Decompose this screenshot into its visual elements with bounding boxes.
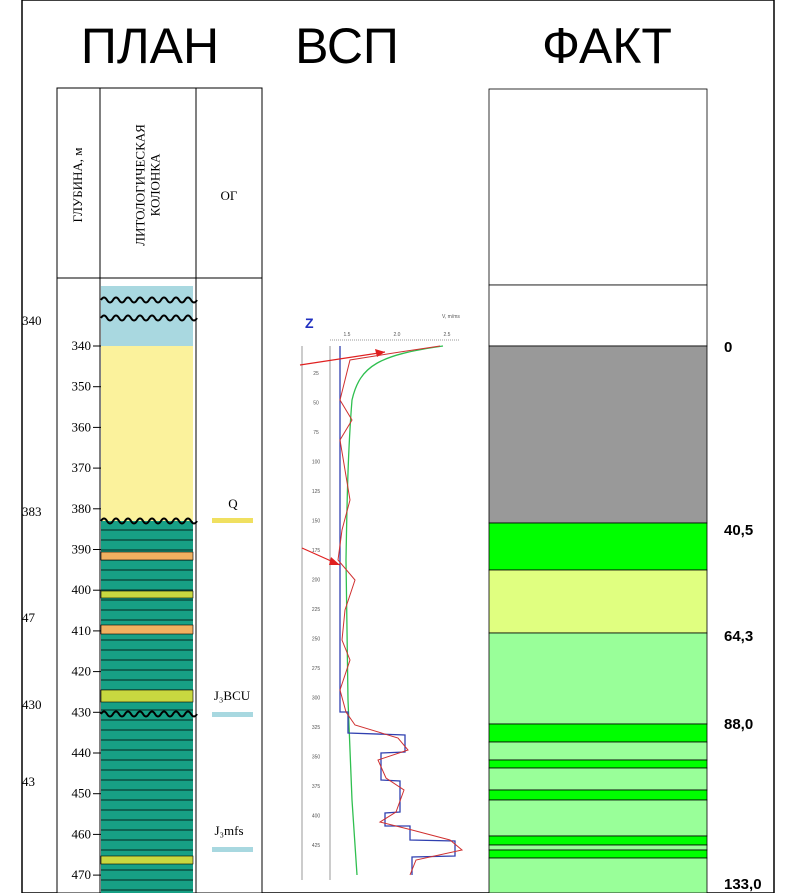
vsp-depth-tick: 425 (312, 843, 321, 849)
horizon-bar (212, 712, 253, 717)
vsp-depth-tick: 125 (312, 489, 321, 495)
vsp-plot (299, 339, 464, 880)
axis-label: Z (305, 315, 314, 331)
side-label: 340 (22, 313, 42, 328)
velocity-tick: 1.5 (344, 332, 351, 338)
depth-label: 400 (72, 582, 92, 597)
horizon-bar (212, 518, 253, 523)
fact-label: 88,0 (724, 716, 753, 733)
horizon-bar (212, 847, 253, 852)
lithology (100, 286, 198, 893)
vsp-depth-tick: 275 (312, 666, 321, 672)
fact-label: 40,5 (724, 522, 753, 539)
depth-label: 410 (72, 623, 92, 638)
column-header: ГЛУБИНА, м (70, 148, 85, 223)
vsp-depth-tick: 25 (313, 371, 319, 377)
vsp-depth-tick: 325 (312, 725, 321, 731)
vsp-depth-tick: 350 (312, 755, 321, 761)
fact-label: 0 (724, 339, 732, 356)
velocity-tick: 2.0 (394, 332, 401, 338)
depth-label: 390 (72, 542, 92, 557)
depth-label: 460 (72, 826, 92, 841)
side-label: 43 (22, 774, 35, 789)
vsp-depth-tick: 250 (312, 637, 321, 643)
fact-column (488, 88, 708, 893)
velocity-tick: 2.5 (444, 332, 451, 338)
title: ВСП (295, 18, 399, 74)
vsp-depth-tick: 100 (312, 460, 321, 466)
title: ПЛАН (81, 18, 219, 74)
column-header: ЛИТОЛОГИЧЕСКАЯ (133, 124, 148, 246)
depth-label: 340 (72, 338, 92, 353)
depth-label: 420 (72, 664, 92, 679)
horizon-label: J₃BCU (214, 688, 251, 703)
vsp-depth-tick: 50 (313, 401, 319, 407)
depth-label: 430 (72, 704, 92, 719)
depth-label: 380 (72, 501, 92, 516)
horizon-label: J₃mfs (214, 823, 243, 838)
fact-label: 64,3 (724, 628, 753, 645)
vsp-depth-tick: 150 (312, 519, 321, 525)
side-label: 47 (22, 610, 36, 625)
vsp-depth-tick: 175 (312, 548, 321, 554)
depth-label: 370 (72, 460, 92, 475)
depth-label: 360 (72, 419, 92, 434)
side-label: 430 (22, 697, 42, 712)
side-label: 383 (22, 504, 42, 519)
vsp-depth-tick: 400 (312, 814, 321, 820)
depth-label: 350 (72, 379, 92, 394)
horizon-label: Q (228, 496, 238, 511)
depth-label: 450 (72, 786, 92, 801)
column-header: ОГ (221, 188, 238, 203)
vsp-depth-tick: 200 (312, 578, 321, 584)
fact-label: 133,0 (724, 876, 762, 893)
vsp-depth-tick: 375 (312, 784, 321, 790)
vsp-depth-tick: 225 (312, 607, 321, 613)
axis-label: V, m/ms (442, 314, 460, 320)
depth-label: 470 (72, 867, 92, 882)
column-header: КОЛОНКА (148, 153, 163, 216)
vsp-depth-tick: 75 (313, 430, 319, 436)
depth-label: 440 (72, 745, 92, 760)
vsp-depth-tick: 300 (312, 696, 321, 702)
title: ФАКТ (542, 18, 672, 74)
